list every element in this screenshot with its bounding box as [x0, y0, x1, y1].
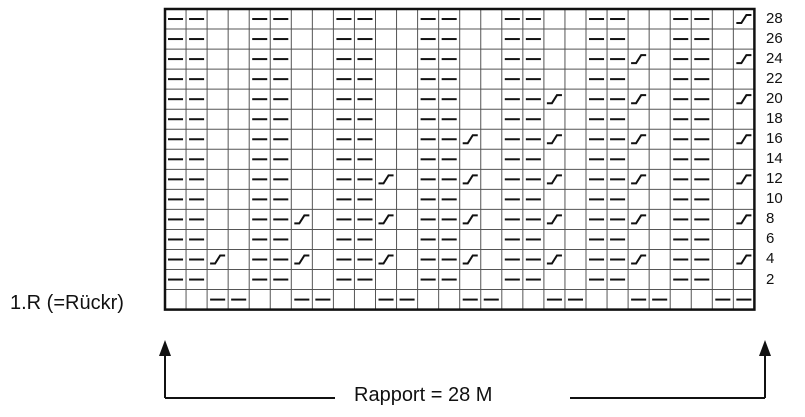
- row-number: 26: [766, 30, 783, 48]
- row-number: 6: [766, 230, 775, 248]
- row-number: 20: [766, 90, 783, 108]
- rapport-label: Rapport = 28 M: [348, 384, 499, 407]
- chart-border: [163, 7, 756, 311]
- left-arrow-head: [159, 340, 171, 356]
- cross-stitch-symbol: [736, 214, 752, 225]
- cross-stitch-symbol: [736, 54, 752, 65]
- cross-stitch-symbol: [546, 214, 562, 225]
- row-number: 2: [766, 270, 775, 288]
- cross-stitch-symbol: [378, 254, 394, 265]
- cross-stitch-symbol: [736, 14, 752, 25]
- row-number: 4: [766, 250, 775, 268]
- cross-stitch-symbol: [631, 54, 647, 65]
- row-number: 14: [766, 150, 783, 168]
- cross-stitch-symbol: [736, 254, 752, 265]
- cross-stitch-symbol: [378, 214, 394, 225]
- cross-stitch-symbol: [736, 134, 752, 145]
- first-row-legend: 1.R (=Rückr): [10, 292, 124, 314]
- cross-stitch-symbol: [462, 174, 478, 185]
- cross-stitch-symbol: [546, 134, 562, 145]
- cross-stitch-symbol: [631, 94, 647, 105]
- cross-stitch-symbol: [631, 174, 647, 185]
- cross-stitch-symbol: [462, 214, 478, 225]
- row-number: 18: [766, 110, 783, 128]
- cross-stitch-symbol: [631, 254, 647, 265]
- cross-stitch-symbol: [546, 174, 562, 185]
- right-arrow-head: [759, 340, 771, 356]
- cross-stitch-symbol: [378, 174, 394, 185]
- row-number: 22: [766, 70, 783, 88]
- row-number: 28: [766, 10, 783, 27]
- cross-stitch-symbol: [294, 214, 310, 225]
- cross-stitch-symbol: [546, 254, 562, 265]
- row-number: 16: [766, 130, 783, 148]
- row-number: 24: [766, 50, 783, 68]
- cross-stitch-symbol: [546, 94, 562, 105]
- cross-stitch-symbol: [631, 214, 647, 225]
- row-number: 12: [766, 170, 783, 188]
- row-number: 8: [766, 210, 775, 228]
- cross-stitch-symbol: [462, 254, 478, 265]
- cross-stitch-symbol: [294, 254, 310, 265]
- cross-stitch-symbol: [736, 174, 752, 185]
- cross-stitch-symbol: [736, 94, 752, 105]
- cross-stitch-symbol: [210, 254, 226, 265]
- cross-stitch-symbol: [462, 134, 478, 145]
- row-number: 10: [766, 190, 783, 208]
- cross-stitch-symbol: [631, 134, 647, 145]
